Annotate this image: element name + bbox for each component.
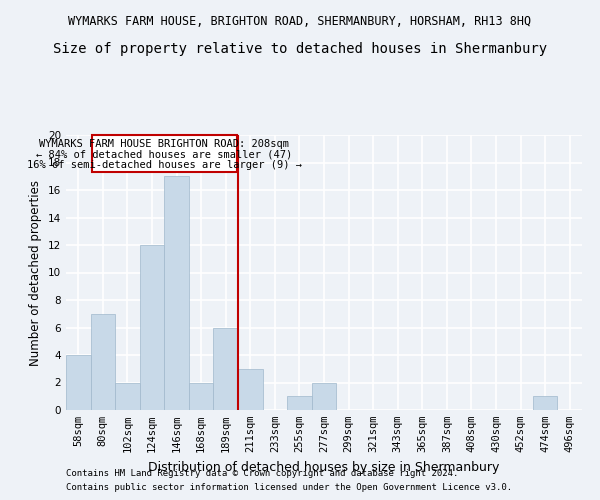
Y-axis label: Number of detached properties: Number of detached properties (29, 180, 43, 366)
Text: Size of property relative to detached houses in Shermanbury: Size of property relative to detached ho… (53, 42, 547, 56)
Bar (115, 382, 140, 410)
Bar (140, 245, 164, 410)
Bar (214, 328, 238, 410)
Bar (238, 369, 263, 410)
Bar (164, 176, 189, 410)
Bar (189, 382, 214, 410)
Text: 16% of semi-detached houses are larger (9) →: 16% of semi-detached houses are larger (… (27, 160, 302, 170)
Bar (287, 396, 312, 410)
Bar (91, 314, 115, 410)
Text: WYMARKS FARM HOUSE BRIGHTON ROAD: 208sqm: WYMARKS FARM HOUSE BRIGHTON ROAD: 208sqm (39, 139, 289, 149)
X-axis label: Distribution of detached houses by size in Shermanbury: Distribution of detached houses by size … (148, 460, 500, 473)
Text: Contains HM Land Registry data © Crown copyright and database right 2024.: Contains HM Land Registry data © Crown c… (66, 468, 458, 477)
Bar (312, 382, 336, 410)
Text: Contains public sector information licensed under the Open Government Licence v3: Contains public sector information licen… (66, 484, 512, 492)
Bar (66, 355, 91, 410)
Text: ← 84% of detached houses are smaller (47): ← 84% of detached houses are smaller (47… (36, 150, 292, 160)
Bar (533, 396, 557, 410)
FancyBboxPatch shape (92, 135, 237, 172)
Text: WYMARKS FARM HOUSE, BRIGHTON ROAD, SHERMANBURY, HORSHAM, RH13 8HQ: WYMARKS FARM HOUSE, BRIGHTON ROAD, SHERM… (68, 15, 532, 28)
